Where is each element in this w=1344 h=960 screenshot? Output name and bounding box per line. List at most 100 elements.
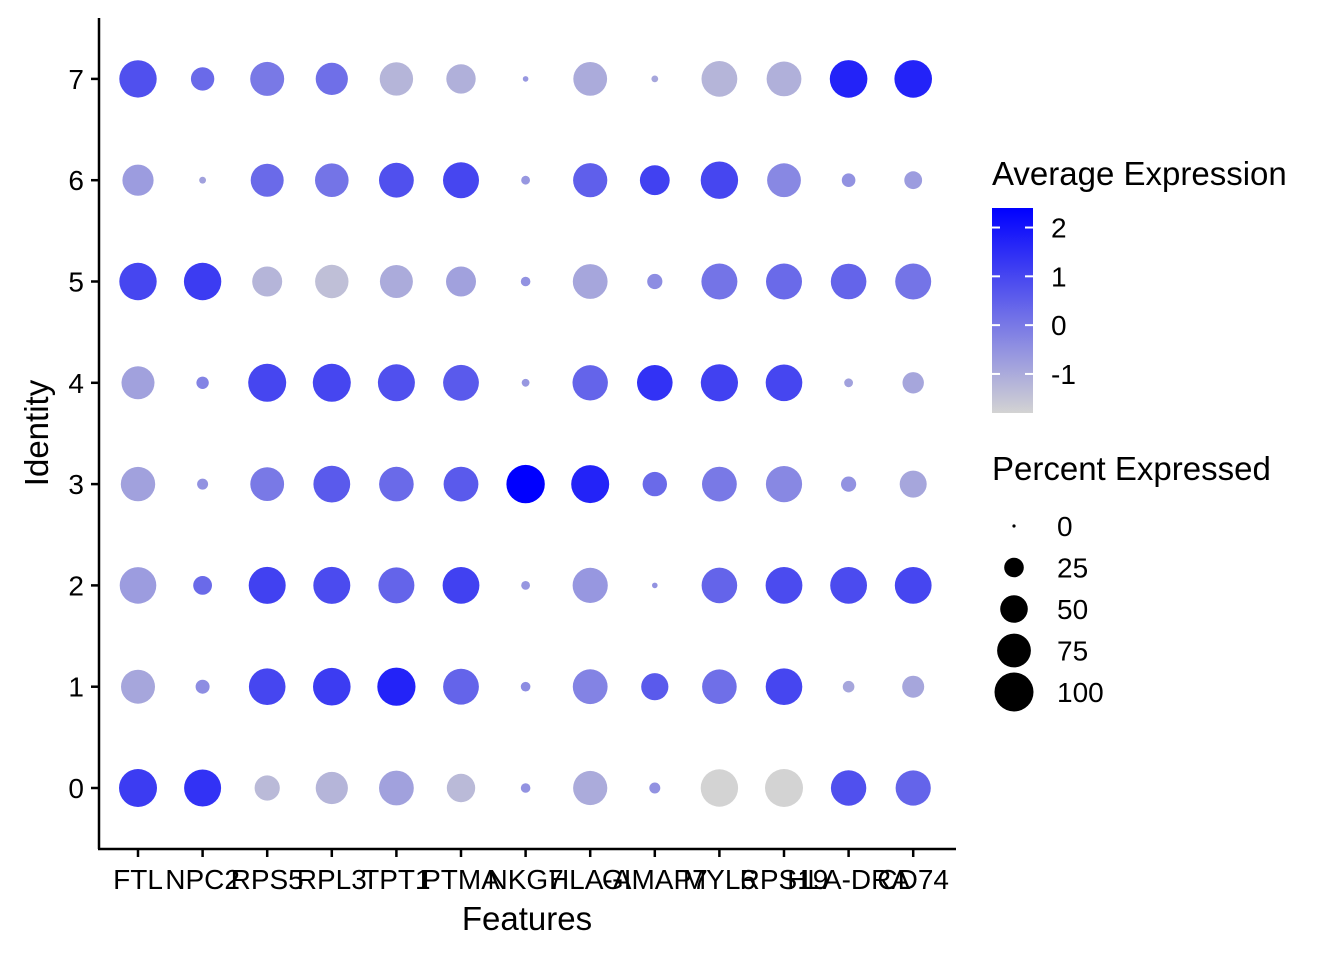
x-tick-label: TPT1 <box>362 864 430 895</box>
dot-TPT1-7 <box>379 62 414 96</box>
x-tick-label: HLA-DRA <box>787 864 910 895</box>
color-tick-label: 2 <box>1051 213 1067 244</box>
dot-MYL6-6 <box>700 161 739 199</box>
dot-GIMAP7-4 <box>637 365 673 401</box>
dot-MYL6-7 <box>701 61 738 97</box>
dot-PTMA-5 <box>446 266 476 297</box>
dot-TPT1-2 <box>378 567 415 604</box>
dot-RPL3-3 <box>313 465 351 503</box>
dot-FTL-5 <box>119 262 157 301</box>
size-legend-dot <box>994 672 1034 712</box>
dot-NPC2-0 <box>184 769 222 807</box>
color-tick-label: -1 <box>1051 359 1076 390</box>
dot-GIMAP7-7 <box>651 75 659 83</box>
dot-RPS19-6 <box>767 163 801 198</box>
size-legend-entries: 0 25 50 75 100 <box>994 511 1104 712</box>
y-tick-label: 0 <box>68 773 84 804</box>
dot-RPL3-4 <box>312 363 351 402</box>
dot-CD74-3 <box>899 470 927 498</box>
dot-NKG7-1 <box>520 681 531 692</box>
color-legend-bar <box>992 208 1033 413</box>
x-tick-label: NPC2 <box>165 864 240 895</box>
dot-NPC2-6 <box>199 176 207 184</box>
color-tick-label: 1 <box>1051 261 1067 292</box>
size-legend-label: 0 <box>1057 511 1073 542</box>
dot-NPC2-3 <box>197 478 209 490</box>
dot-NPC2-7 <box>190 67 215 91</box>
dot-HLA-DRA-3 <box>841 476 857 492</box>
dot-FTL-4 <box>121 366 155 400</box>
dot-HLA-DRA-2 <box>830 567 867 604</box>
dot-NPC2-4 <box>196 376 209 389</box>
dot-HLA-DRA-0 <box>830 770 867 806</box>
dot-HLA-A-4 <box>572 365 608 401</box>
size-legend-label: 50 <box>1057 594 1088 625</box>
dot-TPT1-3 <box>379 466 414 502</box>
dot-MYL6-5 <box>701 263 738 300</box>
x-tick-label: RPL3 <box>297 864 367 895</box>
dot-RPS19-4 <box>765 364 803 402</box>
dot-HLA-A-5 <box>572 264 608 299</box>
dot-RPL3-7 <box>315 62 348 95</box>
dot-CD74-5 <box>895 263 932 300</box>
dot-MYL6-4 <box>700 364 739 402</box>
x-tick-label: HLA-A <box>549 864 632 895</box>
x-tick-label: RPS5 <box>231 864 304 895</box>
dot-TPT1-0 <box>379 770 414 806</box>
dot-GIMAP7-1 <box>641 673 669 701</box>
y-axis-title: Identity <box>18 379 55 486</box>
dot-RPS19-2 <box>765 567 803 604</box>
x-axis-ticks: FTL NPC2RPS5RPL3TPT1PTMANKG7HLA-AGIMAP7MY… <box>113 849 949 895</box>
dot-RPS19-0 <box>765 769 803 807</box>
dot-NPC2-1 <box>195 679 210 694</box>
dot-GIMAP7-3 <box>642 471 667 497</box>
dot-NPC2-5 <box>183 262 222 301</box>
dot-FTL-0 <box>119 769 157 807</box>
dot-FTL-3 <box>120 466 156 502</box>
x-tick-label: CD74 <box>877 864 949 895</box>
dot-RPL3-2 <box>313 566 351 604</box>
dot-TPT1-4 <box>377 364 415 402</box>
y-tick-label: 1 <box>68 672 84 703</box>
dot-RPS19-1 <box>765 668 803 705</box>
dot-RPS5-4 <box>248 363 287 402</box>
dot-RPS5-7 <box>250 61 285 96</box>
x-tick-label: PTMA <box>422 864 500 895</box>
y-axis-ticks: 0 1 2 3 4 5 6 7 <box>68 64 99 804</box>
dot-PTMA-7 <box>446 64 476 94</box>
dot-NKG7-5 <box>520 276 531 287</box>
y-tick-label: 2 <box>68 570 84 601</box>
y-tick-label: 5 <box>68 267 84 298</box>
dot-GIMAP7-5 <box>647 273 663 290</box>
dot-FTL-6 <box>122 164 154 196</box>
size-legend: Percent Expressed 0 25 50 75 100 <box>992 450 1271 712</box>
dot-NKG7-0 <box>520 783 531 793</box>
dot-NKG7-3 <box>506 464 545 504</box>
size-legend-label: 75 <box>1057 636 1088 667</box>
dot-NPC2-2 <box>193 576 213 595</box>
size-legend-dot <box>1012 524 1016 528</box>
dot-RPL3-0 <box>315 771 348 805</box>
dot-RPS5-3 <box>250 467 285 501</box>
dot-GIMAP7-2 <box>652 582 658 589</box>
dot-HLA-DRA-5 <box>830 263 867 300</box>
dot-RPS19-7 <box>766 61 802 97</box>
dot-GIMAP7-0 <box>649 782 661 794</box>
y-tick-label: 3 <box>68 469 84 500</box>
dot-PTMA-6 <box>443 162 479 199</box>
dot-HLA-A-3 <box>571 465 610 504</box>
size-legend-label: 100 <box>1057 677 1104 708</box>
dot-MYL6-1 <box>702 669 737 704</box>
size-legend-dot <box>1004 557 1024 578</box>
x-axis-title: Features <box>462 900 592 937</box>
dot-RPL3-5 <box>315 264 349 299</box>
dot-CD74-6 <box>904 171 923 190</box>
dot-TPT1-6 <box>379 162 414 198</box>
y-tick-label: 7 <box>68 64 84 95</box>
dot-layer <box>119 60 932 807</box>
dot-FTL-7 <box>119 60 157 98</box>
dot-HLA-DRA-1 <box>842 680 855 693</box>
dot-HLA-A-0 <box>573 770 608 806</box>
dot-NKG7-7 <box>522 76 529 82</box>
x-tick-label: RPS19 <box>740 864 829 895</box>
